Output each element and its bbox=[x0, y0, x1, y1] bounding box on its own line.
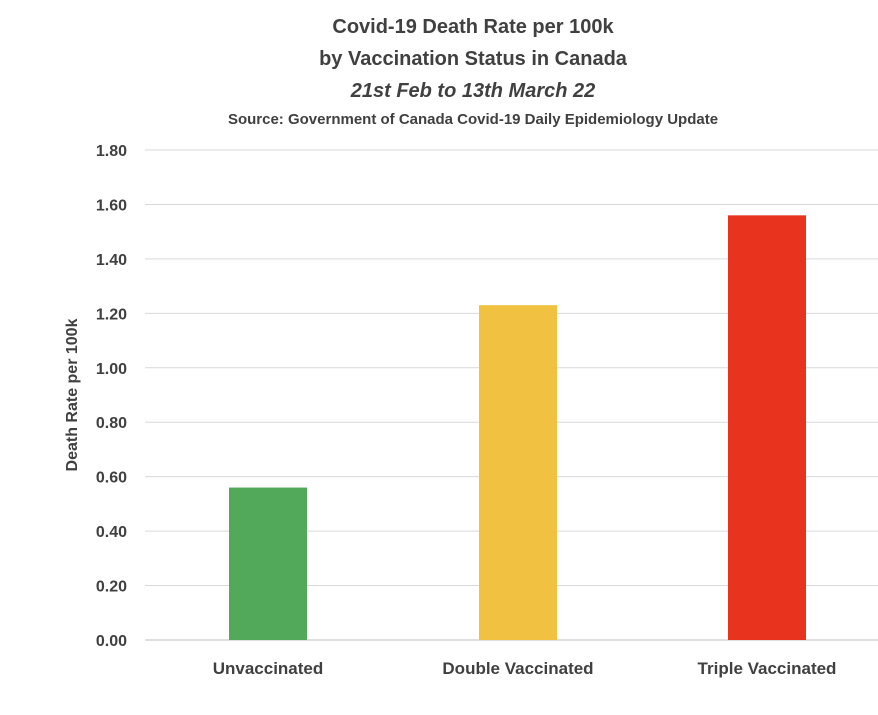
y-tick-label: 0.40 bbox=[96, 524, 127, 541]
y-axis-title: Death Rate per 100k bbox=[64, 318, 81, 471]
bars bbox=[229, 215, 806, 641]
chart-source: Source: Government of Canada Covid-19 Da… bbox=[228, 111, 718, 128]
chart-title-line2: by Vaccination Status in Canada bbox=[319, 48, 628, 70]
y-axis-ticks: 0.00 0.20 0.40 0.60 0.80 1.00 1.20 1.40 1.60 1.80 bbox=[96, 143, 127, 650]
chart-title: Covid-19 Death Rate per 100k bbox=[332, 16, 614, 38]
y-tick-label: 1.20 bbox=[96, 306, 127, 323]
y-tick-label: 1.00 bbox=[96, 361, 127, 378]
chart-subtitle: 21st Feb to 13th March 22 bbox=[350, 80, 596, 102]
y-tick-label: 0.80 bbox=[96, 415, 127, 432]
y-tick-label: 1.60 bbox=[96, 197, 127, 214]
bar-unvaccinated bbox=[229, 487, 307, 640]
y-tick-label: 1.40 bbox=[96, 252, 127, 269]
x-axis-labels: Unvaccinated Double Vaccinated Triple Vacc… bbox=[213, 659, 837, 678]
y-tick-label: 0.60 bbox=[96, 470, 127, 487]
x-category-label: Unvaccinated bbox=[213, 659, 324, 678]
y-tick-label: 0.20 bbox=[96, 579, 127, 596]
y-tick-label: 1.80 bbox=[96, 143, 127, 160]
x-category-label: Double Vaccinated bbox=[442, 659, 593, 678]
bar-triple-vaccinated bbox=[728, 215, 806, 641]
x-category-label: Triple Vaccinated bbox=[698, 659, 837, 678]
y-tick-label: 0.00 bbox=[96, 633, 127, 650]
bar-double-vaccinated bbox=[479, 305, 557, 640]
